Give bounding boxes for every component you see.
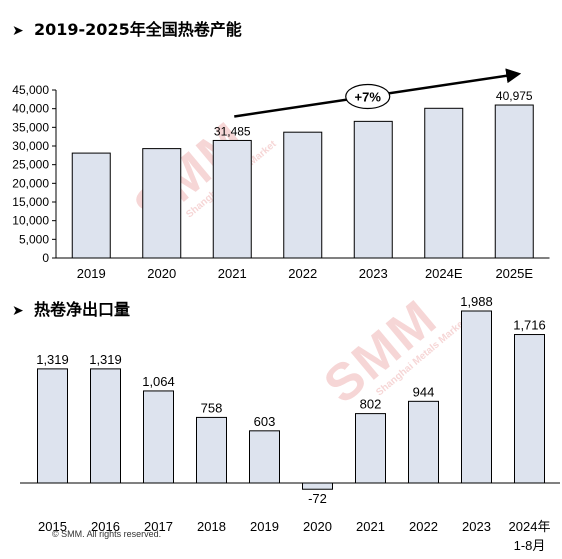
- bar-2018: [196, 416, 227, 484]
- data-label: 758: [201, 400, 223, 415]
- data-label: 1,064: [142, 374, 175, 389]
- bar-2024E: [424, 107, 464, 259]
- chart-title-capacity: ➤ 2019-2025年全国热卷产能: [12, 16, 242, 40]
- bar-2020: [142, 148, 182, 259]
- bar-2020: [302, 482, 333, 490]
- data-label: 31,485: [214, 124, 251, 138]
- y-tick-label: 15,000: [12, 195, 49, 209]
- copyright-text: © SMM. All rights reserved.: [52, 529, 162, 539]
- chart-title-net-export: ➤ 热卷净出口量: [12, 296, 130, 320]
- data-label: 1,988: [460, 294, 493, 309]
- x-tick-label: 2023: [462, 519, 491, 534]
- data-label: 40,975: [496, 89, 533, 103]
- bar-2021: [212, 139, 252, 259]
- data-label: 1,716: [513, 318, 546, 333]
- bar-2024年1-8月: [514, 334, 545, 484]
- y-tick-label: 35,000: [12, 120, 49, 134]
- x-tick-label: 2022: [409, 519, 438, 534]
- x-tick-label: 2017: [144, 519, 173, 534]
- x-tick-label: 2015: [38, 519, 67, 534]
- chart-title-capacity-text: 2019-2025年全国热卷产能: [34, 20, 242, 39]
- bar-2022: [283, 131, 323, 259]
- y-tick-label: 45,000: [12, 83, 49, 97]
- growth-badge: [345, 83, 391, 110]
- x-tick-label: 2018: [197, 519, 226, 534]
- y-tick-label: 20,000: [12, 176, 49, 190]
- x-tick-label: 2024E: [425, 266, 463, 281]
- x-tick-label: 2021: [218, 266, 247, 281]
- data-label: 603: [254, 414, 276, 429]
- x-tick-label: 2020: [147, 266, 176, 281]
- data-label: -72: [308, 491, 327, 506]
- x-tick-label: 2022: [288, 266, 317, 281]
- bar-2021: [355, 413, 386, 484]
- data-label: 1,319: [36, 352, 69, 367]
- growth-label: +7%: [355, 90, 382, 105]
- bar-2025E: [494, 104, 534, 259]
- bar-2016: [90, 368, 121, 484]
- bar-2019: [249, 430, 280, 484]
- y-tick-label: 10,000: [12, 214, 49, 228]
- y-tick-label: 25,000: [12, 158, 49, 172]
- data-label: 1,319: [89, 352, 122, 367]
- y-tick-label: 30,000: [12, 139, 49, 153]
- bar-2023: [461, 310, 492, 484]
- y-tick-label: 0: [42, 251, 49, 265]
- x-tick-label: 2021: [356, 519, 385, 534]
- x-tick-label: 2023: [359, 266, 388, 281]
- y-tick-label: 40,000: [12, 102, 49, 116]
- x-tick-label: 2019: [250, 519, 279, 534]
- bullet-arrow-icon: ➤: [12, 303, 24, 319]
- y-tick-label: 5,000: [19, 232, 49, 246]
- data-label: 802: [360, 397, 382, 412]
- bar-2015: [37, 368, 68, 484]
- x-tick-label: 2024年: [509, 519, 551, 534]
- bar-2022: [408, 400, 439, 484]
- data-label: 944: [413, 384, 435, 399]
- bar-2023: [353, 120, 393, 259]
- x-tick-label: 2019: [77, 266, 106, 281]
- x-tick-label: 2025E: [495, 266, 533, 281]
- bar-2017: [143, 390, 174, 484]
- chart-title-net-export-text: 热卷净出口量: [34, 300, 131, 319]
- x-tick-label: 2016: [91, 519, 120, 534]
- x-tick-label: 2020: [303, 519, 332, 534]
- bullet-arrow-icon: ➤: [12, 23, 24, 39]
- x-tick-label: 1-8月: [514, 538, 546, 553]
- bar-2019: [71, 152, 111, 259]
